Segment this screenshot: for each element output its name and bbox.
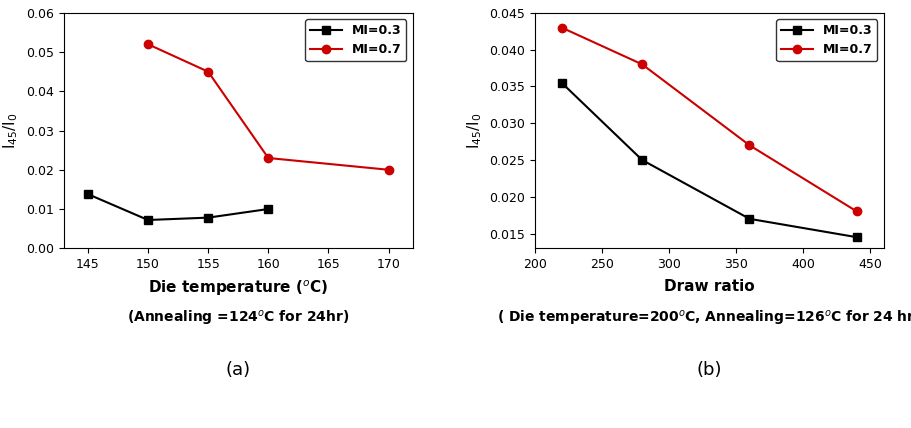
Text: Die temperature ($^o$C): Die temperature ($^o$C) [148, 279, 328, 298]
MI=0.7 [637, 62, 648, 67]
MI=0.3 [744, 216, 755, 221]
Text: Draw ratio: Draw ratio [664, 279, 754, 294]
Text: (b): (b) [697, 361, 722, 379]
MI=0.3 [852, 235, 863, 240]
MI=0.3 [202, 215, 213, 220]
MI=0.7 [384, 167, 394, 172]
Legend: MI=0.3, MI=0.7: MI=0.3, MI=0.7 [776, 19, 877, 61]
MI=0.7 [202, 69, 213, 74]
Text: (Annealing =124$^o$C for 24hr): (Annealing =124$^o$C for 24hr) [128, 309, 349, 328]
Line: MI=0.3: MI=0.3 [84, 190, 272, 224]
MI=0.7 [744, 143, 755, 148]
Y-axis label: I$_{45}$/I$_0$: I$_{45}$/I$_0$ [465, 112, 484, 149]
MI=0.3 [82, 192, 93, 197]
MI=0.7 [852, 209, 863, 214]
MI=0.3 [637, 158, 648, 163]
MI=0.7 [263, 155, 274, 160]
MI=0.7 [142, 42, 153, 47]
Text: (a): (a) [226, 361, 251, 379]
MI=0.7 [556, 25, 567, 30]
Line: MI=0.7: MI=0.7 [558, 24, 861, 216]
Y-axis label: I$_{45}$/I$_0$: I$_{45}$/I$_0$ [2, 112, 20, 149]
Line: MI=0.3: MI=0.3 [558, 79, 861, 241]
MI=0.3 [263, 206, 274, 211]
MI=0.3 [142, 217, 153, 223]
Line: MI=0.7: MI=0.7 [144, 40, 393, 174]
Text: ( Die temperature=200$^o$C, Annealing=126$^o$C for 24 hr): ( Die temperature=200$^o$C, Annealing=12… [497, 309, 911, 328]
Legend: MI=0.3, MI=0.7: MI=0.3, MI=0.7 [305, 19, 406, 61]
MI=0.3 [556, 80, 567, 85]
